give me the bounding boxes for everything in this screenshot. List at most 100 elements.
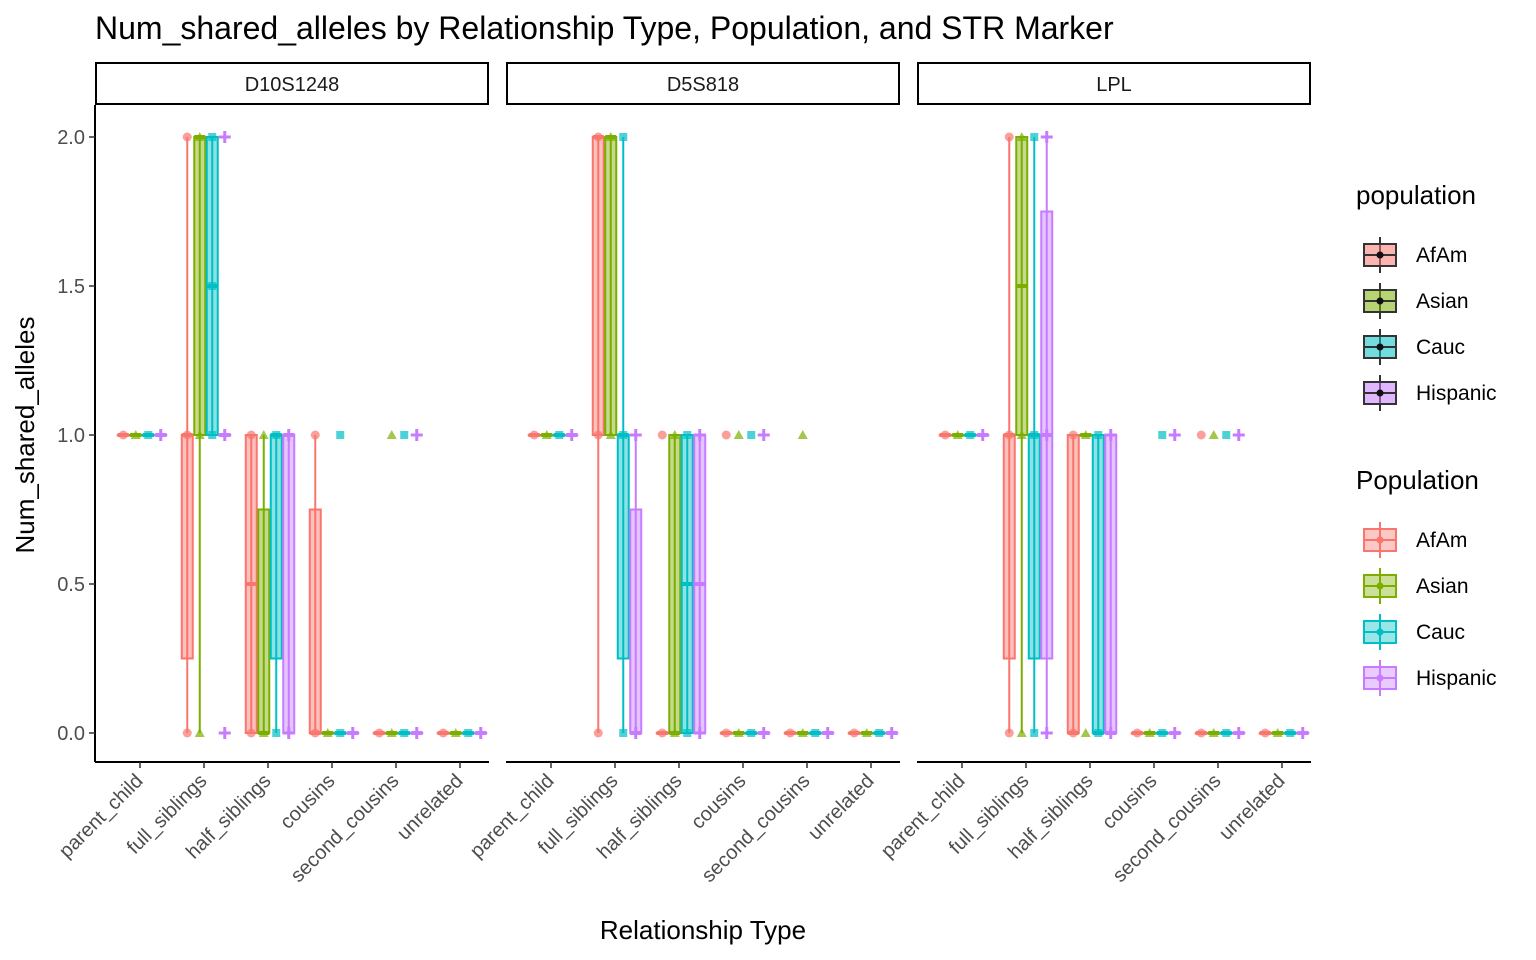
box-half_siblings-Asian bbox=[1079, 430, 1093, 737]
data-point bbox=[1272, 728, 1283, 737]
data-point bbox=[1016, 728, 1027, 737]
data-point bbox=[629, 727, 642, 739]
box-half_siblings-Cauc bbox=[269, 431, 283, 737]
box-body bbox=[282, 434, 296, 734]
box-body bbox=[668, 434, 682, 734]
box-parent_child-Asian bbox=[129, 430, 143, 439]
box-cousins-Asian bbox=[321, 728, 335, 737]
facet-strip bbox=[95, 62, 489, 105]
box-half_siblings-Hispanic bbox=[1104, 429, 1118, 739]
data-point bbox=[386, 728, 397, 737]
data-point bbox=[629, 429, 642, 441]
data-point bbox=[1208, 728, 1219, 737]
data-point bbox=[693, 429, 706, 441]
box-parent_child-Hispanic bbox=[565, 429, 579, 441]
facet-panel-D10S1248: D10S12480.00.51.01.52.0parent_childfull_… bbox=[55, 62, 489, 887]
box-parent_child-AfAm bbox=[938, 430, 952, 440]
data-point bbox=[282, 429, 295, 441]
facet-strip-label: D10S1248 bbox=[245, 74, 340, 96]
data-point bbox=[1260, 728, 1270, 738]
data-point bbox=[875, 729, 884, 737]
data-point bbox=[450, 728, 461, 737]
data-point bbox=[386, 430, 397, 439]
data-point bbox=[1040, 131, 1053, 143]
data-point bbox=[1222, 431, 1231, 439]
legend-label-Cauc: Cauc bbox=[1416, 621, 1465, 644]
box-half_siblings-AfAm bbox=[244, 430, 258, 738]
fill-legend-title: population bbox=[1356, 180, 1476, 210]
data-point bbox=[1040, 727, 1053, 739]
data-point bbox=[310, 728, 320, 738]
data-point bbox=[1004, 430, 1014, 440]
data-point bbox=[1168, 429, 1181, 441]
box-body bbox=[1091, 434, 1105, 734]
box-full_siblings-Asian bbox=[193, 132, 207, 737]
box-second_cousins-Cauc bbox=[397, 431, 411, 737]
facet-strip bbox=[506, 62, 900, 105]
y-tick-label: 2.0 bbox=[57, 127, 85, 149]
box-half_siblings-Hispanic bbox=[282, 429, 296, 739]
data-point bbox=[400, 431, 409, 439]
box-unrelated-Cauc bbox=[1283, 729, 1297, 737]
x-tick-label: cousins bbox=[687, 770, 751, 834]
data-point bbox=[721, 430, 731, 440]
data-point bbox=[785, 728, 795, 738]
data-point bbox=[246, 728, 256, 738]
data-point bbox=[310, 430, 320, 440]
data-point bbox=[218, 131, 231, 143]
box-unrelated-Hispanic bbox=[1296, 727, 1310, 739]
box-cousins-Hispanic bbox=[346, 727, 360, 739]
box-unrelated-Hispanic bbox=[885, 727, 899, 739]
data-point bbox=[565, 429, 578, 441]
data-point bbox=[593, 728, 603, 738]
data-point bbox=[940, 430, 950, 440]
box-second_cousins-AfAm bbox=[372, 728, 386, 738]
data-point bbox=[208, 431, 217, 439]
box-body bbox=[591, 136, 605, 436]
legend-key-Cauc bbox=[1363, 614, 1397, 650]
box-second_cousins-Asian bbox=[1207, 430, 1221, 737]
box-unrelated-Asian bbox=[449, 728, 463, 737]
legend-point bbox=[1376, 582, 1384, 590]
data-point bbox=[733, 728, 744, 737]
data-point bbox=[1030, 133, 1039, 141]
data-point bbox=[1016, 430, 1027, 439]
data-point bbox=[336, 431, 345, 439]
data-point bbox=[861, 728, 872, 737]
box-cousins-Asian bbox=[732, 430, 746, 737]
data-point bbox=[282, 727, 295, 739]
facet-panel-LPL: LPLparent_childfull_siblingshalf_sibling… bbox=[877, 62, 1311, 887]
data-point bbox=[529, 430, 539, 440]
facet-panels: D10S12480.00.51.01.52.0parent_childfull_… bbox=[55, 62, 1311, 887]
box-unrelated-AfAm bbox=[436, 728, 450, 738]
data-point bbox=[1232, 727, 1245, 739]
data-point bbox=[1208, 430, 1219, 439]
data-point bbox=[194, 132, 205, 141]
data-point bbox=[669, 430, 680, 439]
data-point bbox=[194, 728, 205, 737]
x-tick-label: second_cousins bbox=[287, 770, 404, 887]
box-body bbox=[1002, 434, 1016, 660]
legend-key-Cauc bbox=[1363, 329, 1397, 365]
x-tick-label: unrelated bbox=[393, 770, 468, 845]
box-half_siblings-Asian bbox=[668, 430, 682, 737]
data-point bbox=[885, 727, 898, 739]
data-point bbox=[849, 728, 859, 738]
data-point bbox=[1068, 430, 1078, 440]
box-body bbox=[180, 434, 194, 660]
y-tick-label: 1.5 bbox=[57, 276, 85, 298]
data-point bbox=[1080, 728, 1091, 737]
box-body bbox=[257, 508, 271, 734]
data-point bbox=[593, 430, 603, 440]
x-tick-label: second_cousins bbox=[1109, 770, 1226, 887]
box-half_siblings-AfAm bbox=[1066, 430, 1080, 738]
box-cousins-Cauc bbox=[744, 431, 758, 737]
legend-label-AfAm: AfAm bbox=[1416, 529, 1467, 552]
data-point bbox=[1094, 431, 1103, 439]
box-full_siblings-Asian bbox=[1015, 132, 1029, 737]
data-point bbox=[747, 431, 756, 439]
x-tick-label: cousins bbox=[1098, 770, 1162, 834]
legend-label-Cauc: Cauc bbox=[1416, 336, 1465, 359]
box-half_siblings-Asian bbox=[257, 430, 271, 737]
color-legend-title: Population bbox=[1356, 465, 1479, 495]
